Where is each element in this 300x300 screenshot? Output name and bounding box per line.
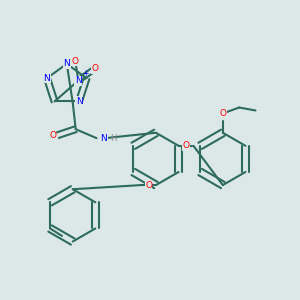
Text: O: O [219, 109, 226, 118]
Text: H: H [110, 134, 116, 142]
Text: N: N [76, 97, 82, 106]
Text: N: N [100, 134, 107, 142]
Text: O: O [145, 181, 152, 190]
Text: O: O [182, 141, 190, 150]
Text: O: O [49, 130, 56, 140]
Text: N: N [75, 76, 82, 85]
Text: N: N [44, 74, 50, 83]
Text: O: O [91, 64, 98, 73]
Text: O: O [72, 57, 79, 66]
Text: N: N [63, 59, 70, 68]
Text: +: + [82, 69, 89, 78]
